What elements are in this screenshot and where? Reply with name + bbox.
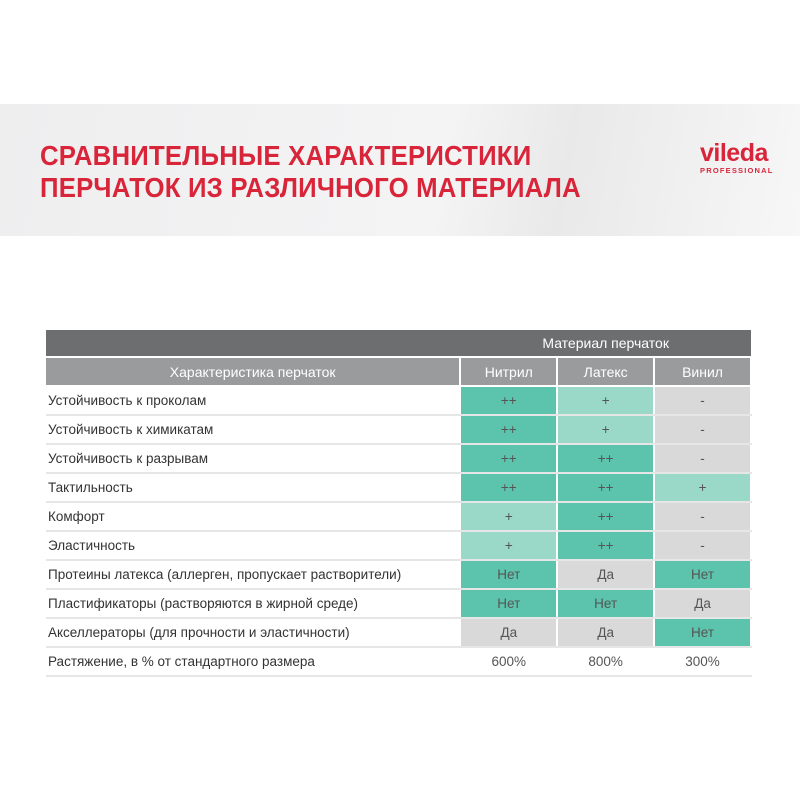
- row-label: Пластификаторы (растворяются в жирной ср…: [46, 589, 462, 619]
- cell-nitrile: Да: [460, 618, 559, 648]
- table-row: Протеины латекса (аллерген, пропускает р…: [46, 560, 752, 590]
- cell-latex: ++: [557, 531, 656, 561]
- group-header: Материал перчаток: [460, 330, 751, 358]
- table-row: Устойчивость к проколам ++ + -: [46, 386, 752, 416]
- table-row: Устойчивость к химикатам ++ + -: [46, 415, 752, 445]
- table-row: Эластичность + ++ -: [46, 531, 752, 561]
- cell-vinyl: -: [654, 531, 752, 561]
- cell-vinyl: -: [654, 386, 752, 416]
- table-row: Акселлераторы (для прочности и эластично…: [46, 618, 752, 648]
- title-line-2: ПЕРЧАТОК ИЗ РАЗЛИЧНОГО МАТЕРИАЛА: [40, 172, 581, 203]
- title-band: [0, 104, 800, 236]
- row-label: Устойчивость к проколам: [46, 386, 462, 416]
- column-header-latex: Латекс: [557, 357, 656, 387]
- group-header-row: Материал перчаток: [46, 330, 751, 358]
- cell-latex: +: [557, 386, 656, 416]
- cell-latex: +: [557, 415, 656, 445]
- cell-latex: 800%: [556, 647, 656, 677]
- cell-latex: Да: [557, 560, 656, 590]
- cell-nitrile: +: [460, 531, 559, 561]
- page-title: СРАВНИТЕЛЬНЫЕ ХАРАКТЕРИСТИКИ ПЕРЧАТОК ИЗ…: [40, 140, 581, 204]
- title-line-1: СРАВНИТЕЛЬНЫЕ ХАРАКТЕРИСТИКИ: [40, 140, 532, 171]
- cell-nitrile: ++: [460, 473, 559, 503]
- column-header-nitrile: Нитрил: [460, 357, 559, 387]
- table-row: Растяжение, в % от стандартного размера 6…: [46, 647, 752, 677]
- row-label: Устойчивость к разрывам: [46, 444, 462, 474]
- column-header-characteristic: Характеристика перчаток: [46, 357, 462, 387]
- cell-latex: ++: [557, 502, 656, 532]
- row-label: Комфорт: [46, 502, 462, 532]
- comparison-table: Материал перчаток Характеристика перчато…: [46, 330, 752, 677]
- cell-nitrile: ++: [460, 444, 559, 474]
- cell-vinyl: -: [654, 444, 752, 474]
- table-row: Тактильность ++ ++ +: [46, 473, 752, 503]
- column-header-row: Характеристика перчаток Нитрил Латекс Ви…: [46, 357, 752, 387]
- cell-vinyl: Нет: [654, 618, 752, 648]
- row-label: Растяжение, в % от стандартного размера: [46, 647, 462, 677]
- cell-nitrile: ++: [460, 415, 559, 445]
- cell-nitrile: 600%: [459, 647, 559, 677]
- table-row: Комфорт + ++ -: [46, 502, 752, 532]
- vileda-logo: vileda PROFESSIONAL: [700, 139, 790, 176]
- table-row: Устойчивость к разрывам ++ ++ -: [46, 444, 752, 474]
- cell-nitrile: Нет: [460, 589, 559, 619]
- cell-vinyl: -: [654, 415, 752, 445]
- cell-nitrile: Нет: [460, 560, 559, 590]
- table-row: Пластификаторы (растворяются в жирной ср…: [46, 589, 752, 619]
- row-label: Устойчивость к химикатам: [46, 415, 462, 445]
- row-label: Тактильность: [46, 473, 462, 503]
- cell-vinyl: -: [654, 502, 752, 532]
- group-header-spacer: [46, 330, 461, 358]
- cell-latex: Да: [557, 618, 656, 648]
- row-label: Протеины латекса (аллерген, пропускает р…: [46, 560, 462, 590]
- logo-subtitle: PROFESSIONAL: [700, 166, 774, 175]
- cell-latex: ++: [557, 444, 656, 474]
- column-header-vinyl: Винил: [654, 357, 752, 387]
- cell-latex: Нет: [557, 589, 656, 619]
- logo-wordmark: vileda: [700, 139, 768, 167]
- cell-vinyl: Нет: [654, 560, 752, 590]
- cell-latex: ++: [557, 473, 656, 503]
- row-label: Эластичность: [46, 531, 462, 561]
- cell-nitrile: ++: [460, 386, 559, 416]
- row-label: Акселлераторы (для прочности и эластично…: [46, 618, 462, 648]
- cell-vinyl: +: [654, 473, 752, 503]
- cell-vinyl: Да: [654, 589, 752, 619]
- cell-nitrile: +: [460, 502, 559, 532]
- cell-vinyl: 300%: [653, 647, 752, 677]
